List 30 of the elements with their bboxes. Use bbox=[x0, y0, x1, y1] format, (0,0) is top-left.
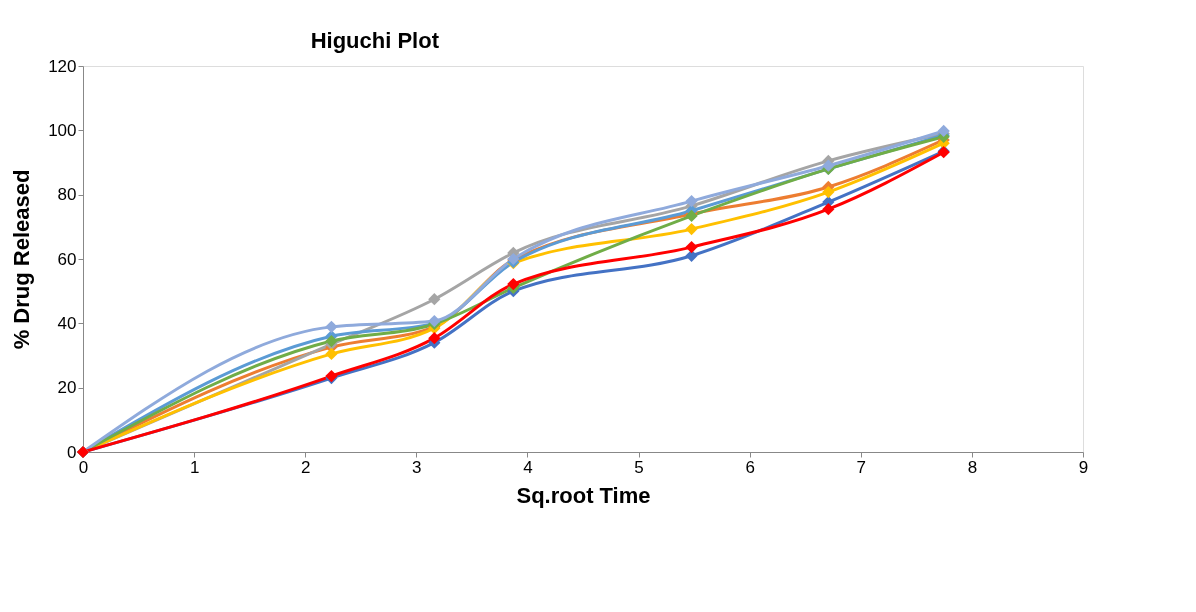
x-tick-label: 8 bbox=[967, 457, 978, 477]
y-tick-label: 60 bbox=[57, 249, 77, 269]
x-tick-label: 6 bbox=[745, 457, 755, 477]
y-tick-label: 120 bbox=[48, 56, 77, 76]
point bbox=[325, 334, 338, 348]
point bbox=[822, 185, 835, 199]
y-tick-label: 40 bbox=[57, 313, 77, 333]
y-tick-label: 0 bbox=[67, 442, 77, 462]
point bbox=[685, 222, 698, 236]
x-tick-label: 2 bbox=[300, 457, 311, 477]
x-tick-label: 4 bbox=[523, 457, 533, 477]
chart-title: Higuchi Plot bbox=[310, 28, 440, 53]
x-tick-label: 5 bbox=[634, 457, 644, 477]
x-tick-label: 9 bbox=[1078, 457, 1089, 477]
x-axis-title: Sq.root Time bbox=[516, 482, 651, 508]
x-tick-label: 7 bbox=[856, 457, 867, 477]
point bbox=[685, 194, 698, 208]
x-tick-label: 1 bbox=[189, 457, 200, 477]
y-tick-label: 80 bbox=[57, 185, 77, 205]
point bbox=[428, 332, 441, 345]
point bbox=[428, 293, 441, 306]
point bbox=[822, 159, 835, 172]
y-axis-title: % Drug Released bbox=[9, 169, 35, 350]
point bbox=[507, 277, 520, 291]
y-tick-label: 20 bbox=[57, 378, 77, 398]
x-tick-label: 3 bbox=[412, 457, 422, 477]
point bbox=[325, 347, 338, 361]
point bbox=[685, 240, 698, 254]
y-tick-label: 100 bbox=[48, 120, 77, 140]
point bbox=[822, 203, 835, 216]
